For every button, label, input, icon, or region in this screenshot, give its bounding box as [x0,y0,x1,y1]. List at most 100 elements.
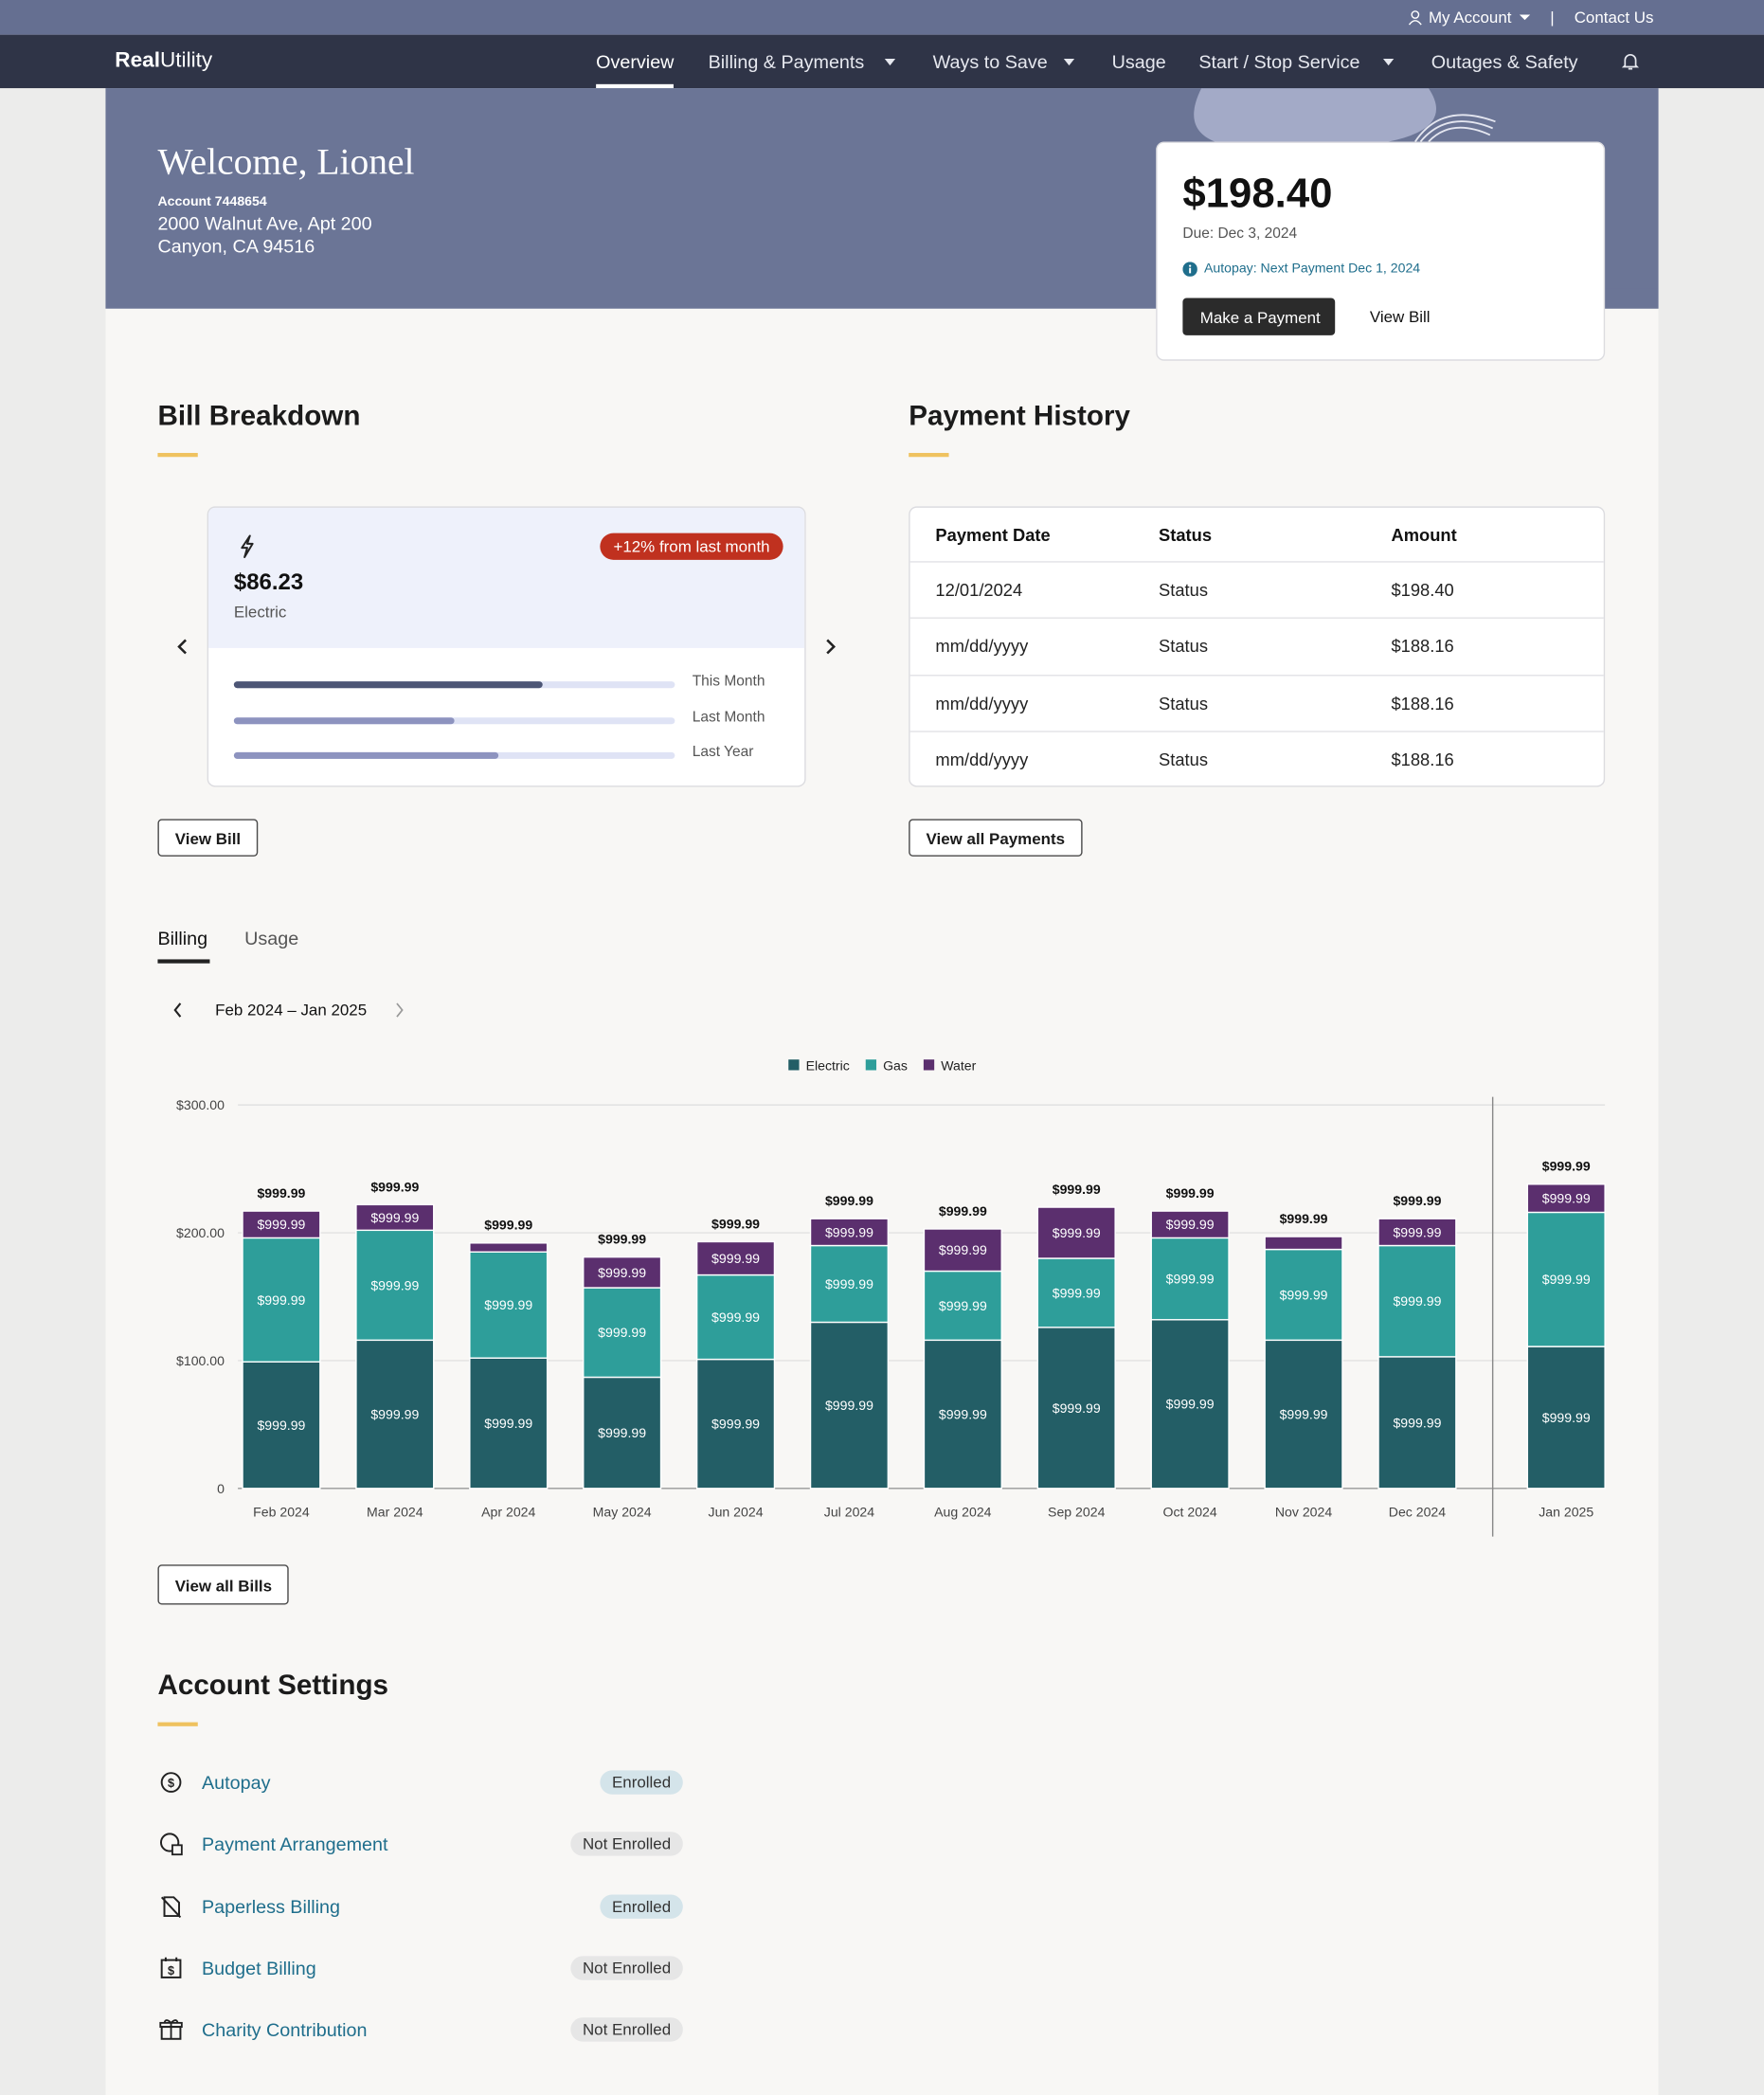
prev-arrow[interactable] [173,638,189,657]
total-label: $999.99 [598,1232,646,1247]
total-label: $999.99 [939,1203,987,1219]
bar-segment [355,1229,435,1342]
chart: 0 $100.00 $200.00 $300.00 Electric Gas Water $9… [176,1057,1606,1537]
bar-segment [355,1203,435,1232]
setting-link[interactable]: Payment Arrangement [202,1833,388,1855]
view-bills-button[interactable]: View all Bills [157,1564,290,1605]
content-panel [105,88,1659,2095]
segment-label: $999.99 [1393,1415,1441,1430]
bar-segment [695,1240,776,1276]
nav-item[interactable]: Outages & Safety [1431,50,1578,73]
x-tick-label: May 2024 [593,1504,652,1519]
segment-label: $999.99 [598,1325,646,1340]
setting-link[interactable]: Autopay [202,1771,271,1794]
table-cell: Status [1158,579,1208,601]
next-arrow[interactable] [823,638,839,657]
svg-text:$: $ [168,1964,174,1978]
segment-label: $999.99 [1166,1272,1215,1287]
view-bill-button[interactable]: View Bill [157,819,259,857]
tab-active[interactable]: Billing [157,927,208,949]
nav-item[interactable]: Ways to Save [932,50,1048,73]
bar-segment [1377,1244,1457,1358]
table-cell: Status [1158,636,1208,657]
legend-swatch [865,1059,877,1071]
caret [884,59,896,66]
next-range[interactable] [393,1002,406,1019]
setting-link[interactable]: Paperless Billing [202,1895,341,1917]
segment-label: $999.99 [1053,1400,1101,1416]
payment-table: Payment Date Status Amount 12/01/2024 Status… [909,506,1606,787]
tab[interactable]: Usage [244,927,299,949]
table-cell: $198.40 [1391,579,1454,601]
bolt-icon [241,534,254,558]
bar-segment [1377,1218,1457,1247]
bar-segment [1150,1237,1230,1321]
x-tick-label: Oct 2024 [1163,1504,1217,1519]
nav-item[interactable]: Usage [1111,50,1166,73]
account-number: Account 7448654 [157,194,267,210]
column-header: Payment Date [935,525,1051,546]
segment-label: $999.99 [1542,1191,1591,1206]
setting-link[interactable]: Charity Contribution [202,2018,368,2041]
x-tick-label: Mar 2024 [367,1504,423,1519]
bar-segment [242,1361,321,1490]
prev-range[interactable] [171,1002,185,1019]
bar-segment [923,1339,1002,1490]
bar-segment [583,1255,662,1289]
x-tick-label: Jul 2024 [824,1504,874,1519]
status-badge: Enrolled [600,1770,683,1795]
legend-label: Gas [883,1057,908,1073]
bill-type: Electric [233,602,287,622]
segment-label: $999.99 [1393,1293,1441,1309]
segment-label: $999.99 [370,1277,419,1292]
segment-label: $999.99 [257,1418,305,1433]
nav-bar: RealUtility Overview Billing & Payments Wa… [0,34,1764,89]
due-date: Due: Dec 3, 2024 [1182,226,1298,243]
segment-label: $999.99 [711,1417,760,1432]
progress-label: Last Month [692,709,765,725]
total-label: $999.99 [1166,1185,1215,1201]
nav-item[interactable]: Billing & Payments [708,50,865,73]
brand[interactable]: RealUtility [115,49,212,73]
y-tick-label: 0 [217,1481,225,1496]
progress-fill [233,716,455,724]
legend-label: Water [941,1057,976,1073]
bar-segment [1526,1345,1606,1490]
nav-active-indicator [596,83,674,89]
segment-label: $999.99 [1280,1287,1328,1302]
bar-segment [1526,1183,1606,1214]
legend-swatch [788,1059,800,1071]
segment-label: $999.99 [484,1297,532,1312]
nav-item[interactable]: Overview [596,50,675,73]
x-tick-label: Nov 2024 [1275,1504,1333,1519]
view-payments-button[interactable]: View all Payments [909,819,1083,857]
view-bill-link[interactable]: View Bill [1369,307,1431,327]
bar-segment [1036,1257,1116,1328]
nav-item[interactable]: Start / Stop Service [1198,50,1360,73]
info-icon [1182,262,1197,277]
row-divider [909,561,1604,563]
total-label: $999.99 [1280,1211,1328,1226]
y-tick-label: $200.00 [176,1225,225,1240]
bar-segment [242,1237,321,1363]
segment-label: $999.99 [1393,1224,1441,1239]
bar-segment [469,1242,549,1253]
bell-icon[interactable] [1620,51,1642,73]
segment-label: $999.99 [484,1416,532,1431]
setting-link[interactable]: Budget Billing [202,1957,316,1979]
x-tick-label: Feb 2024 [253,1504,310,1519]
my-account-link[interactable]: My Account [1428,8,1512,27]
bar-segment [1150,1210,1230,1239]
segment-label: $999.99 [1166,1397,1215,1412]
progress-label: Last Year [692,744,754,761]
segment-label: $999.99 [1542,1410,1591,1425]
make-payment-button[interactable]: Make a Payment [1182,298,1336,335]
address-line: 2000 Walnut Ave, Apt 200 [157,212,372,234]
segment-label: $999.99 [825,1398,873,1413]
table-cell: 12/01/2024 [935,579,1023,601]
segment-label: $999.99 [1166,1217,1215,1232]
bar-segment [1036,1327,1116,1490]
contact-link[interactable]: Contact Us [1574,8,1654,27]
table-cell: Status [1158,749,1208,770]
total-label: $999.99 [1542,1159,1591,1174]
